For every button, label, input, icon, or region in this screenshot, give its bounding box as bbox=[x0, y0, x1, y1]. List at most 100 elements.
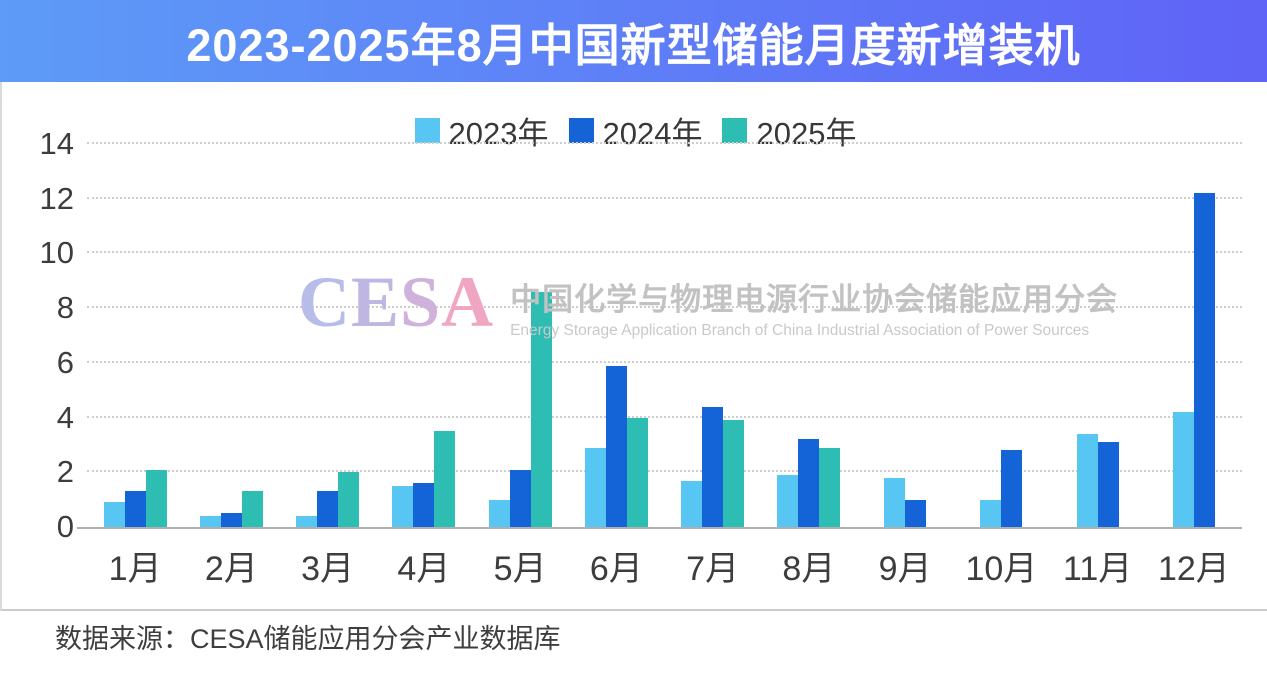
bar-group-9 bbox=[857, 477, 953, 527]
legend-swatch bbox=[414, 118, 440, 143]
legend-label: 2024年 bbox=[602, 116, 703, 151]
bar-2023-month-5 bbox=[488, 499, 510, 527]
bar-group-7 bbox=[665, 406, 761, 527]
gridline-y4 bbox=[87, 415, 1242, 418]
gridline-y14 bbox=[87, 142, 1242, 144]
bar-2023-month-12 bbox=[1172, 412, 1194, 527]
bar-2025-month-3 bbox=[338, 472, 360, 527]
y-tick-label-8: 8 bbox=[56, 290, 74, 326]
bar-group-2 bbox=[183, 491, 279, 527]
y-tick-label-2: 2 bbox=[56, 454, 74, 490]
bar-2023-month-6 bbox=[584, 447, 606, 527]
x-tick-label-12: 12月 bbox=[1157, 550, 1230, 588]
x-tick-label-4: 4月 bbox=[397, 550, 451, 588]
bar-2023-month-11 bbox=[1076, 434, 1098, 527]
y-tick-label-14: 14 bbox=[39, 126, 74, 161]
y-tick-label-0: 0 bbox=[56, 509, 74, 544]
y-tick-label-4: 4 bbox=[56, 399, 74, 435]
gridline-y6 bbox=[87, 360, 1242, 363]
legend-label: 2025年 bbox=[756, 116, 857, 151]
bar-2023-month-3 bbox=[296, 516, 318, 527]
month-slot-1: 1月 bbox=[87, 144, 183, 588]
bar-group-3 bbox=[280, 472, 376, 527]
bar-2024-month-1 bbox=[124, 491, 146, 527]
bar-2025-month-4 bbox=[434, 431, 456, 527]
bar-2023-month-8 bbox=[777, 475, 799, 527]
bar-group-5 bbox=[472, 291, 568, 527]
legend-item-2025: 2025年 bbox=[722, 108, 856, 153]
bar-2023-month-9 bbox=[884, 477, 906, 527]
legend-label: 2023年 bbox=[448, 116, 549, 151]
bar-2024-month-7 bbox=[702, 406, 724, 527]
x-tick-label-2: 2月 bbox=[204, 550, 258, 588]
x-tick-label-6: 6月 bbox=[589, 550, 643, 588]
month-slot-11: 11月 bbox=[1050, 144, 1146, 588]
x-tick-label-7: 7月 bbox=[686, 550, 740, 588]
bar-group-12 bbox=[1146, 193, 1242, 527]
legend-item-2023: 2023年 bbox=[414, 108, 549, 153]
bar-2023-month-1 bbox=[103, 502, 125, 527]
page-title: 2023-2025年8月中国新型储能月度新增装机 bbox=[186, 19, 1081, 71]
month-slot-6: 6月 bbox=[568, 144, 664, 588]
legend-item-2024: 2024年 bbox=[568, 108, 703, 153]
bar-2024-month-2 bbox=[220, 513, 242, 527]
gridline-y10 bbox=[87, 251, 1242, 254]
x-tick-label-11: 11月 bbox=[1062, 550, 1133, 588]
bar-2024-month-11 bbox=[1097, 442, 1119, 527]
chart-card: 2023年 2024年 2025年 0 2 4 6 8 10 12 14 1月 2月 3月 4月 5月 6月… bbox=[0, 82, 1267, 611]
bar-2024-month-9 bbox=[905, 499, 927, 527]
bar-2024-month-5 bbox=[509, 469, 531, 527]
bar-2024-month-6 bbox=[605, 365, 627, 527]
bar-2023-month-4 bbox=[392, 485, 414, 527]
month-slot-5: 5月 bbox=[472, 144, 568, 588]
bar-2025-month-7 bbox=[723, 420, 745, 527]
bar-2023-month-7 bbox=[681, 480, 703, 527]
y-axis: 0 2 4 6 8 10 12 14 bbox=[2, 127, 74, 544]
month-slot-7: 7月 bbox=[665, 144, 761, 588]
bar-group-1 bbox=[87, 469, 183, 527]
bar-2023-month-10 bbox=[980, 499, 1002, 527]
bar-2024-month-3 bbox=[317, 491, 339, 527]
bar-2025-month-8 bbox=[819, 447, 841, 527]
month-slot-4: 4月 bbox=[376, 144, 472, 588]
month-slot-10: 10月 bbox=[953, 144, 1049, 588]
month-slot-12: 12月 bbox=[1146, 144, 1242, 588]
x-axis-line bbox=[77, 527, 1242, 529]
month-slot-2: 2月 bbox=[183, 144, 279, 588]
bar-group-4 bbox=[376, 431, 472, 527]
bar-2025-month-2 bbox=[241, 491, 263, 527]
x-tick-label-3: 3月 bbox=[301, 550, 355, 588]
legend-swatch bbox=[722, 118, 748, 143]
bar-2025-month-1 bbox=[145, 469, 167, 527]
bar-2025-month-5 bbox=[530, 291, 552, 527]
bar-2024-month-12 bbox=[1193, 193, 1215, 527]
legend-swatch bbox=[568, 118, 594, 143]
month-slot-9: 9月 bbox=[857, 144, 953, 588]
chart-legend: 2023年 2024年 2025年 bbox=[2, 108, 1267, 153]
x-tick-label-10: 10月 bbox=[965, 550, 1038, 588]
bar-2025-month-6 bbox=[626, 417, 648, 527]
bar-2023-month-2 bbox=[199, 516, 221, 527]
bar-group-8 bbox=[761, 439, 857, 527]
bar-2024-month-10 bbox=[1001, 450, 1023, 527]
data-source-note: 数据来源：CESA储能应用分会产业数据库 bbox=[55, 624, 561, 654]
plot-area: 1月 2月 3月 4月 5月 6月 7月 8月 9月 10月 11月 12月 bbox=[77, 142, 1242, 588]
bar-group-6 bbox=[568, 365, 664, 527]
gridline-y12 bbox=[87, 196, 1242, 199]
bar-group-10 bbox=[953, 450, 1049, 527]
y-tick-label-12: 12 bbox=[39, 180, 74, 216]
y-tick-label-6: 6 bbox=[56, 344, 74, 380]
title-bar: 2023-2025年8月中国新型储能月度新增装机 bbox=[0, 0, 1267, 82]
x-tick-label-9: 9月 bbox=[878, 550, 932, 588]
x-tick-label-5: 5月 bbox=[493, 550, 547, 588]
month-slot-3: 3月 bbox=[280, 144, 376, 588]
month-slot-8: 8月 bbox=[761, 144, 857, 588]
gridline-y2 bbox=[87, 470, 1242, 473]
y-tick-label-10: 10 bbox=[39, 235, 74, 271]
bar-2024-month-8 bbox=[798, 439, 820, 527]
bar-2024-month-4 bbox=[413, 483, 435, 527]
x-tick-label-8: 8月 bbox=[782, 550, 836, 588]
bar-group-11 bbox=[1050, 434, 1146, 527]
x-tick-label-1: 1月 bbox=[108, 550, 162, 588]
